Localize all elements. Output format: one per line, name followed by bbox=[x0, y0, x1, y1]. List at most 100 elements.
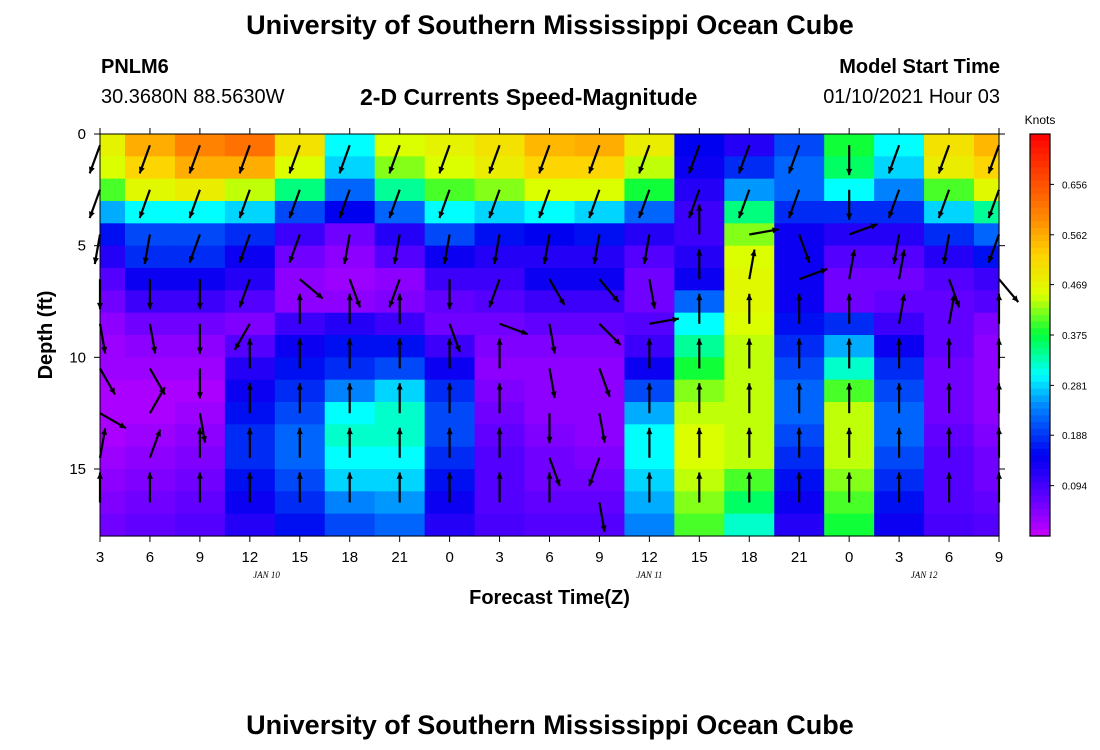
current-vector bbox=[846, 338, 853, 369]
heatmap-cell bbox=[174, 513, 226, 537]
current-vector bbox=[737, 144, 751, 174]
heatmap-cell bbox=[824, 268, 875, 291]
current-vector bbox=[746, 472, 753, 503]
colorbar-swatch bbox=[1030, 328, 1050, 336]
heatmap-cell bbox=[224, 446, 276, 470]
current-vector bbox=[846, 427, 853, 458]
colorbar-swatch bbox=[1030, 154, 1050, 162]
current-vector bbox=[88, 189, 102, 219]
current-vector bbox=[638, 189, 651, 219]
heatmap-cell bbox=[924, 402, 975, 425]
heatmap-cell bbox=[774, 245, 825, 269]
heatmap-cell bbox=[124, 245, 176, 269]
colorbar-swatch bbox=[1030, 294, 1050, 303]
current-vector bbox=[987, 189, 1001, 219]
colorbar-swatch bbox=[1030, 495, 1050, 504]
current-vector bbox=[488, 278, 501, 308]
current-vector bbox=[346, 472, 353, 503]
current-vector bbox=[438, 144, 451, 174]
current-vector bbox=[598, 278, 620, 303]
current-vector bbox=[196, 472, 203, 503]
current-vector bbox=[148, 386, 166, 414]
heatmap-cell bbox=[774, 357, 825, 381]
current-vector bbox=[696, 338, 703, 369]
heatmap-cell bbox=[324, 245, 376, 269]
current-vector bbox=[296, 338, 303, 369]
current-vector bbox=[146, 279, 153, 310]
heatmap-cell bbox=[474, 402, 526, 425]
current-vector bbox=[446, 472, 453, 503]
heatmap-cell bbox=[474, 446, 526, 470]
colorbar-tick-label: 0.656 bbox=[1062, 180, 1087, 191]
heatmap-cell bbox=[724, 245, 775, 269]
current-vector bbox=[196, 323, 203, 354]
heatmap-cell bbox=[424, 402, 476, 425]
current-vector bbox=[246, 383, 253, 414]
current-vector bbox=[496, 383, 503, 414]
heatmap-cell bbox=[874, 312, 925, 336]
colorbar-swatch bbox=[1030, 301, 1050, 309]
heatmap-cell bbox=[524, 245, 576, 269]
colorbar-swatch bbox=[1030, 442, 1050, 450]
current-vector bbox=[787, 144, 801, 174]
colorbar-swatch bbox=[1030, 455, 1050, 463]
current-vector bbox=[846, 145, 853, 176]
heatmap-cell bbox=[100, 268, 126, 291]
date-label: JAN 10 bbox=[253, 570, 280, 580]
heatmap-cell bbox=[674, 268, 725, 291]
current-vector bbox=[88, 144, 102, 174]
current-vector bbox=[646, 383, 653, 414]
current-vector bbox=[746, 427, 753, 458]
heatmap-cell bbox=[274, 513, 326, 537]
colorbar-swatch bbox=[1030, 408, 1050, 416]
current-vector bbox=[142, 234, 151, 265]
current-vector bbox=[642, 234, 651, 265]
heatmap-cell bbox=[574, 335, 626, 358]
heatmap-cell bbox=[874, 513, 925, 537]
heatmap-cell bbox=[574, 379, 626, 403]
current-vector bbox=[848, 223, 878, 236]
x-tick-label: 18 bbox=[341, 549, 358, 566]
current-vector bbox=[148, 323, 158, 354]
heatmap-cell bbox=[100, 424, 126, 448]
heatmap-cell bbox=[724, 513, 775, 537]
heatmap-cell bbox=[724, 268, 775, 291]
heatmap-cell bbox=[124, 513, 176, 537]
heatmap-cell bbox=[100, 156, 126, 180]
colorbar-swatch bbox=[1030, 489, 1050, 497]
heatmap-cell bbox=[774, 491, 825, 515]
current-vector bbox=[796, 338, 803, 369]
current-vector bbox=[238, 278, 251, 308]
heatmap-cell bbox=[624, 357, 675, 381]
heatmap-cell bbox=[974, 290, 1000, 314]
heatmap-cell bbox=[324, 402, 376, 425]
current-vector bbox=[296, 383, 303, 414]
heatmap-cell bbox=[624, 446, 675, 470]
x-tick-label: 9 bbox=[595, 549, 603, 566]
current-vector bbox=[946, 338, 953, 369]
heatmap-cell bbox=[100, 335, 126, 358]
colorbar-swatch bbox=[1030, 308, 1050, 316]
current-vector bbox=[696, 383, 703, 414]
heatmap-cell bbox=[100, 357, 126, 381]
current-vector bbox=[496, 427, 503, 458]
current-vector bbox=[746, 383, 753, 414]
heatmap-cell bbox=[874, 357, 925, 381]
heatmap-cell bbox=[474, 357, 526, 381]
current-vector bbox=[598, 323, 622, 346]
current-vector bbox=[396, 472, 403, 503]
heatmap-cell bbox=[924, 312, 975, 336]
page-title-bottom: University of Southern Mississippi Ocean… bbox=[246, 710, 854, 740]
heatmap-cell bbox=[374, 245, 426, 269]
heatmap-cell bbox=[824, 312, 875, 336]
colorbar-swatch bbox=[1030, 174, 1050, 182]
model-start-time: 01/10/2021 Hour 03 bbox=[823, 86, 1000, 108]
colorbar-swatch bbox=[1030, 335, 1050, 343]
colorbar-swatch bbox=[1030, 462, 1050, 470]
current-vector bbox=[648, 279, 657, 309]
heatmap-cell bbox=[224, 245, 276, 269]
heatmap-cell bbox=[624, 290, 675, 314]
colorbar-swatch bbox=[1030, 180, 1050, 189]
heatmap-cell bbox=[224, 290, 276, 314]
current-vectors bbox=[88, 144, 1020, 533]
